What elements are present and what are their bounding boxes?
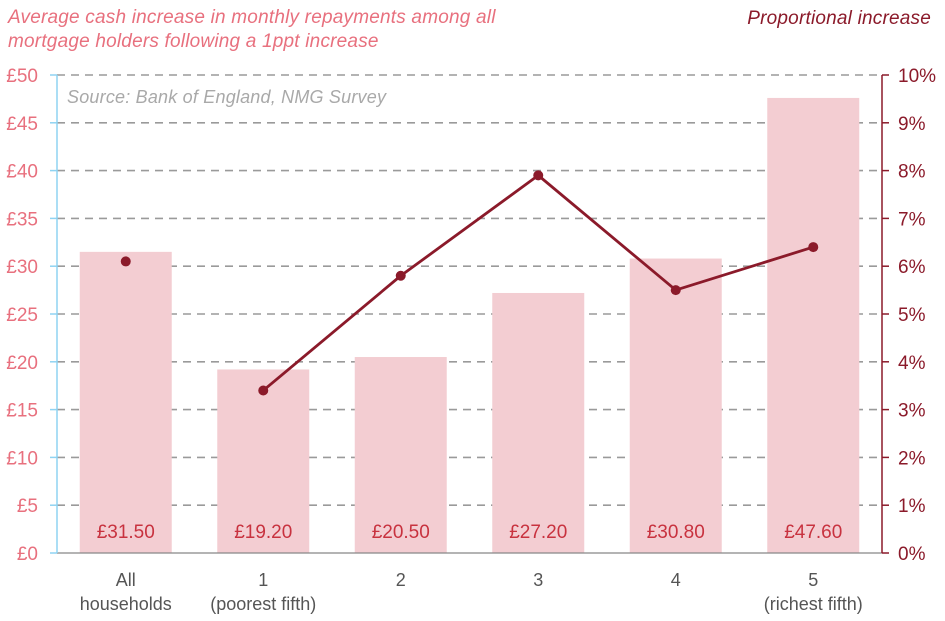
category-label: 5: [808, 570, 818, 590]
bar-value-label: £47.60: [784, 522, 842, 543]
right-axis-tick-label: 4%: [898, 353, 926, 374]
axes: [50, 74, 889, 554]
right-axis-tick-label: 6%: [898, 257, 926, 278]
right-axis-tick-label: 1%: [898, 496, 926, 517]
category-label: 2: [396, 570, 406, 590]
bar: [629, 258, 722, 553]
left-axis-tick-label: £20: [6, 353, 38, 374]
left-axis-tick-label: £10: [6, 448, 38, 469]
category-label: 3: [533, 570, 543, 590]
bar: [217, 369, 310, 553]
category-label: All: [116, 570, 136, 590]
line-series: [120, 170, 819, 396]
line-point: [120, 256, 131, 267]
line-point: [258, 385, 269, 396]
category-sublabel: (poorest fifth): [210, 594, 316, 614]
left-axis-tick-label: £45: [6, 114, 38, 135]
left-axis-tick-label: £25: [6, 305, 38, 326]
left-axis-tick-label: £5: [17, 496, 38, 517]
bar: [767, 97, 860, 553]
left-axis-tick-label: £15: [6, 401, 38, 422]
bar-value-label: £31.50: [97, 522, 155, 543]
right-axis-tick-label: 0%: [898, 544, 926, 565]
bar: [354, 357, 447, 553]
bar-value-label: £30.80: [647, 522, 705, 543]
gridlines: [57, 74, 882, 507]
right-axis-tick-label: 3%: [898, 401, 926, 422]
line-point: [808, 242, 819, 253]
category-label: 1: [258, 570, 268, 590]
left-axis-tick-label: £40: [6, 162, 38, 183]
labels: £31.50 £19.20 £20.50 £27.20 £30.80 £47.60 £0 £5…: [6, 66, 936, 614]
right-axis-tick-label: 10%: [898, 66, 936, 87]
line-point: [670, 285, 681, 296]
left-axis-tick-label: £0: [17, 544, 38, 565]
bar-value-label: £20.50: [372, 522, 430, 543]
chart-title: Average cash increase in monthly repayme…: [8, 7, 496, 52]
bar: [492, 292, 585, 553]
category-sublabel: (richest fifth): [764, 594, 863, 614]
bar: [79, 251, 172, 554]
right-axis-tick-label: 2%: [898, 448, 926, 469]
category-sublabel: households: [80, 594, 172, 614]
left-axis-tick-label: £30: [6, 257, 38, 278]
source-note: Source: Bank of England, NMG Survey: [67, 87, 387, 107]
bar-value-label: £27.20: [509, 522, 567, 543]
left-axis-tick-label: £50: [6, 66, 38, 87]
right-axis-tick-label: 7%: [898, 209, 926, 230]
bar-value-label: £19.20: [234, 522, 292, 543]
right-axis-title: Proportional increase: [747, 8, 931, 29]
bars: [79, 97, 860, 554]
right-axis-tick-label: 8%: [898, 162, 926, 183]
line-point: [533, 170, 544, 181]
right-axis-tick-label: 5%: [898, 305, 926, 326]
left-axis-tick-label: £35: [6, 209, 38, 230]
right-axis-tick-label: 9%: [898, 114, 926, 135]
category-label: 4: [671, 570, 681, 590]
line-point: [395, 270, 406, 281]
